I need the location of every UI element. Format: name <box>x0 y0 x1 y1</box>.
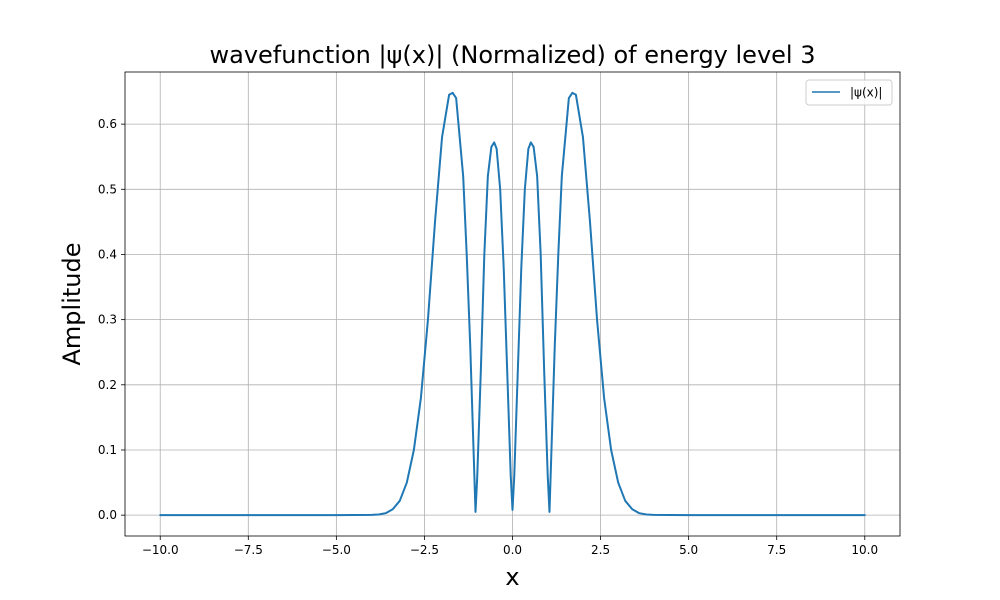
x-tick-label: 5.0 <box>679 543 698 557</box>
x-tick-label: −2.5 <box>410 543 439 557</box>
x-tick-label: 0.0 <box>503 543 522 557</box>
x-tick-label: −10.0 <box>142 543 179 557</box>
x-axis-ticks: −10.0 −7.5 −5.0 −2.5 0.0 2.5 5.0 7.5 10.0 <box>142 536 878 557</box>
y-tick-label: 0.1 <box>98 443 117 457</box>
x-tick-label: 7.5 <box>767 543 786 557</box>
legend-box <box>805 79 893 106</box>
x-tick-label: 2.5 <box>591 543 610 557</box>
y-tick-label: 0.3 <box>98 313 117 327</box>
x-tick-label: −5.0 <box>322 543 351 557</box>
chart-title: wavefunction |ψ(x)| (Normalized) of ener… <box>210 41 816 69</box>
x-axis-label: x <box>505 563 519 591</box>
series-line-psi <box>159 91 866 517</box>
legend: |ψ(x)| <box>805 79 893 106</box>
x-tick-label: −7.5 <box>234 543 263 557</box>
y-tick-label: 0.5 <box>98 182 117 196</box>
y-tick-label: 0.4 <box>98 247 117 261</box>
y-axis-ticks: 0.0 0.1 0.2 0.3 0.4 0.5 0.6 <box>98 117 125 522</box>
y-tick-label: 0.6 <box>98 117 117 131</box>
series-layer <box>159 91 866 517</box>
y-tick-label: 0.0 <box>98 508 117 522</box>
y-axis-label: Amplitude <box>58 243 86 366</box>
x-tick-label: 10.0 <box>851 543 878 557</box>
y-tick-label: 0.2 <box>98 378 117 392</box>
legend-label: |ψ(x)| <box>850 86 882 100</box>
